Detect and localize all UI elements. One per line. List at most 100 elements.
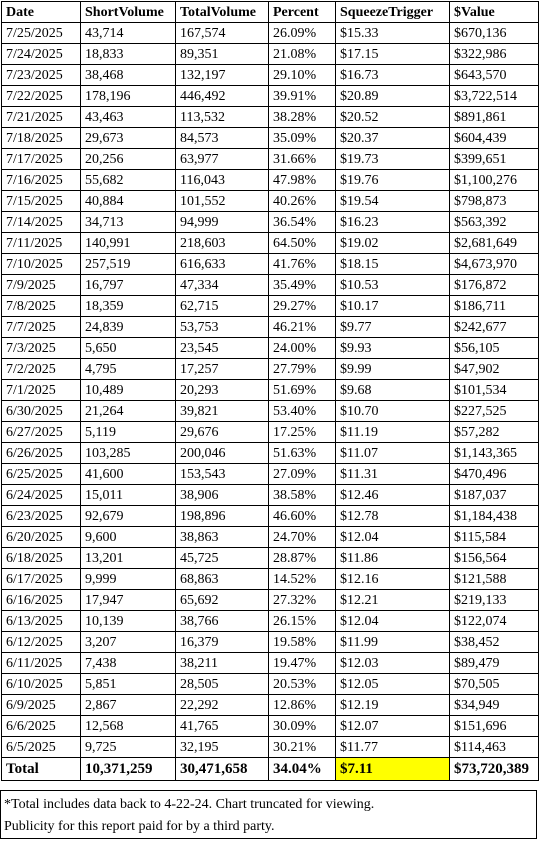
cell-percent: 40.26% — [268, 190, 336, 212]
cell-percent: 30.09% — [268, 715, 336, 737]
cell-total-volume: 38,211 — [175, 652, 269, 674]
cell-short-volume: 18,833 — [80, 43, 176, 65]
cell-short-volume: 41,600 — [80, 463, 176, 485]
table-row: 7/17/2025 20,256 63,977 31.66% $19.73 $399,65… — [1, 148, 539, 170]
cell-squeeze-trigger: $12.46 — [335, 484, 450, 506]
cell-date: 6/24/2025 — [1, 484, 81, 506]
total-squeeze-trigger: $7.11 — [335, 757, 450, 781]
cell-short-volume: 257,519 — [80, 253, 176, 275]
cell-value: $57,282 — [449, 421, 539, 443]
table-row: 7/16/2025 55,682 116,043 47.98% $19.76 $1,100… — [1, 169, 539, 191]
cell-value: $156,564 — [449, 547, 539, 569]
cell-total-volume: 200,046 — [175, 442, 269, 464]
cell-date: 7/3/2025 — [1, 337, 81, 359]
cell-value: $1,143,365 — [449, 442, 539, 464]
cell-date: 7/16/2025 — [1, 169, 81, 191]
cell-percent: 21.08% — [268, 43, 336, 65]
total-row: Total 10,371,259 30,471,658 34.04% $7.11 $73,… — [1, 757, 539, 781]
cell-squeeze-trigger: $20.37 — [335, 127, 450, 149]
cell-short-volume: 92,679 — [80, 505, 176, 527]
table-row: 7/11/2025 140,991 218,603 64.50% $19.02 $2,68… — [1, 232, 539, 254]
cell-value: $643,570 — [449, 64, 539, 86]
cell-squeeze-trigger: $16.73 — [335, 64, 450, 86]
cell-value: $563,392 — [449, 211, 539, 233]
table-row: 6/25/2025 41,600 153,543 27.09% $11.31 $470,4… — [1, 463, 539, 485]
cell-total-volume: 38,766 — [175, 610, 269, 632]
cell-date: 7/24/2025 — [1, 43, 81, 65]
cell-total-volume: 132,197 — [175, 64, 269, 86]
header-squeeze-trigger: SqueezeTrigger — [335, 1, 450, 23]
cell-percent: 46.21% — [268, 316, 336, 338]
cell-percent: 64.50% — [268, 232, 336, 254]
cell-total-volume: 32,195 — [175, 736, 269, 758]
cell-value: $891,861 — [449, 106, 539, 128]
cell-date: 6/20/2025 — [1, 526, 81, 548]
cell-total-volume: 38,863 — [175, 526, 269, 548]
table-row: 6/16/2025 17,947 65,692 27.32% $12.21 $219,13… — [1, 589, 539, 611]
table-row: 6/11/2025 7,438 38,211 19.47% $12.03 $89,479 — [1, 652, 539, 674]
cell-total-volume: 47,334 — [175, 274, 269, 296]
header-row: Date ShortVolume TotalVolume Percent Squeeze… — [1, 1, 539, 23]
cell-value: $242,677 — [449, 316, 539, 338]
cell-percent: 12.86% — [268, 694, 336, 716]
table-row: 7/21/2025 43,463 113,532 38.28% $20.52 $891,8… — [1, 106, 539, 128]
table-row: 6/9/2025 2,867 22,292 12.86% $12.19 $34,949 — [1, 694, 539, 716]
cell-date: 6/18/2025 — [1, 547, 81, 569]
cell-squeeze-trigger: $18.15 — [335, 253, 450, 275]
cell-value: $89,479 — [449, 652, 539, 674]
header-short-volume: ShortVolume — [80, 1, 176, 23]
cell-short-volume: 55,682 — [80, 169, 176, 191]
cell-total-volume: 62,715 — [175, 295, 269, 317]
cell-squeeze-trigger: $9.99 — [335, 358, 450, 380]
cell-date: 6/11/2025 — [1, 652, 81, 674]
cell-value: $115,584 — [449, 526, 539, 548]
cell-percent: 17.25% — [268, 421, 336, 443]
cell-total-volume: 41,765 — [175, 715, 269, 737]
cell-date: 7/21/2025 — [1, 106, 81, 128]
footnote: *Total includes data back to 4-22-24. Ch… — [0, 790, 537, 839]
cell-total-volume: 113,532 — [175, 106, 269, 128]
cell-date: 7/14/2025 — [1, 211, 81, 233]
cell-short-volume: 21,264 — [80, 400, 176, 422]
cell-total-volume: 45,725 — [175, 547, 269, 569]
cell-date: 6/27/2025 — [1, 421, 81, 443]
cell-percent: 31.66% — [268, 148, 336, 170]
cell-total-volume: 68,863 — [175, 568, 269, 590]
table-row: 7/18/2025 29,673 84,573 35.09% $20.37 $604,43… — [1, 127, 539, 149]
cell-short-volume: 9,725 — [80, 736, 176, 758]
cell-squeeze-trigger: $12.04 — [335, 610, 450, 632]
cell-short-volume: 7,438 — [80, 652, 176, 674]
cell-squeeze-trigger: $10.70 — [335, 400, 450, 422]
cell-total-volume: 198,896 — [175, 505, 269, 527]
cell-value: $670,136 — [449, 22, 539, 44]
cell-squeeze-trigger: $12.04 — [335, 526, 450, 548]
cell-percent: 38.58% — [268, 484, 336, 506]
table-row: 6/13/2025 10,139 38,766 26.15% $12.04 $122,07… — [1, 610, 539, 632]
cell-value: $151,696 — [449, 715, 539, 737]
cell-value: $101,534 — [449, 379, 539, 401]
cell-total-volume: 101,552 — [175, 190, 269, 212]
table-row: 6/24/2025 15,011 38,906 38.58% $12.46 $187,03… — [1, 484, 539, 506]
cell-value: $604,439 — [449, 127, 539, 149]
cell-percent: 29.10% — [268, 64, 336, 86]
cell-total-volume: 39,821 — [175, 400, 269, 422]
cell-total-volume: 20,293 — [175, 379, 269, 401]
table-row: 6/10/2025 5,851 28,505 20.53% $12.05 $70,505 — [1, 673, 539, 695]
cell-total-volume: 28,505 — [175, 673, 269, 695]
cell-date: 7/17/2025 — [1, 148, 81, 170]
cell-percent: 46.60% — [268, 505, 336, 527]
table-row: 7/15/2025 40,884 101,552 40.26% $19.54 $798,8… — [1, 190, 539, 212]
cell-total-volume: 17,257 — [175, 358, 269, 380]
cell-value: $38,452 — [449, 631, 539, 653]
header-date: Date — [1, 1, 81, 23]
cell-date: 7/10/2025 — [1, 253, 81, 275]
cell-percent: 24.70% — [268, 526, 336, 548]
cell-percent: 36.54% — [268, 211, 336, 233]
cell-percent: 51.69% — [268, 379, 336, 401]
cell-short-volume: 15,011 — [80, 484, 176, 506]
table-row: 6/23/2025 92,679 198,896 46.60% $12.78 $1,184… — [1, 505, 539, 527]
cell-date: 6/10/2025 — [1, 673, 81, 695]
cell-short-volume: 29,673 — [80, 127, 176, 149]
cell-squeeze-trigger: $12.16 — [335, 568, 450, 590]
cell-percent: 38.28% — [268, 106, 336, 128]
